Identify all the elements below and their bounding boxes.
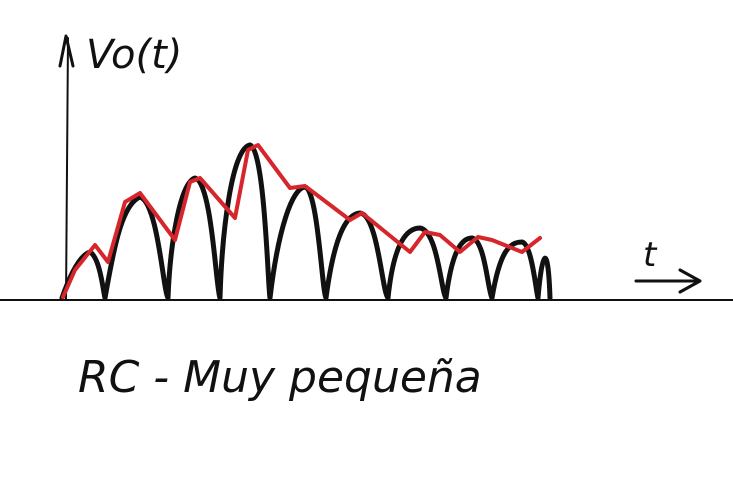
y-axis-arrow-icon [58, 34, 75, 68]
caption: RC - Muy pequeña [78, 352, 482, 403]
x-axis-arrow-icon [634, 268, 702, 294]
rectified-signal-wave [59, 142, 553, 301]
x-axis-label: t [643, 235, 658, 275]
y-axis-label: Vo(t) [86, 32, 182, 78]
y-axis [65, 37, 69, 301]
envelope-curve [61, 143, 542, 299]
